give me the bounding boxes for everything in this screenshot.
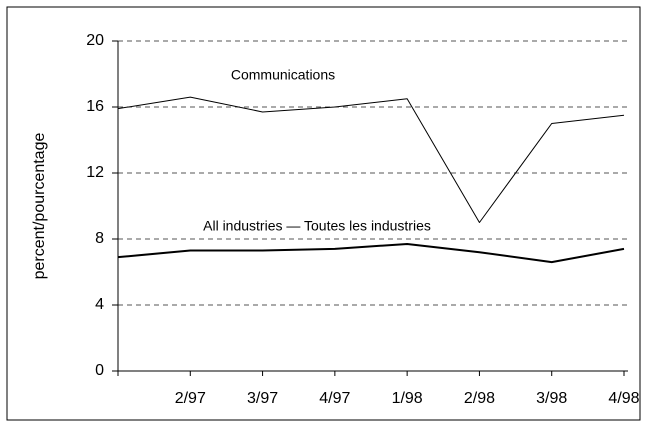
- series-label: Communications: [231, 67, 335, 83]
- y-axis-label: percent/pourcentage: [31, 133, 48, 280]
- y-tick-label: 0: [95, 362, 104, 379]
- x-tick-label: 2/98: [464, 390, 495, 407]
- y-tick-label: 16: [86, 98, 104, 115]
- x-tick-label: 4/98: [608, 390, 639, 407]
- x-tick-label: 2/97: [175, 390, 206, 407]
- x-tick-label: 3/97: [247, 390, 278, 407]
- y-tick-label: 8: [95, 230, 104, 247]
- y-tick-label: 20: [86, 32, 104, 49]
- y-tick-label: 4: [95, 296, 104, 313]
- x-tick-label: 1/98: [392, 390, 423, 407]
- series-line: [117, 96, 625, 223]
- frame: [6, 6, 641, 421]
- y-tick-label: 12: [86, 164, 104, 181]
- series-line: [117, 242, 625, 264]
- x-tick-label: 4/97: [319, 390, 350, 407]
- series-label: All industries — Toutes les industries: [203, 218, 431, 234]
- x-tick-label: 3/98: [536, 390, 567, 407]
